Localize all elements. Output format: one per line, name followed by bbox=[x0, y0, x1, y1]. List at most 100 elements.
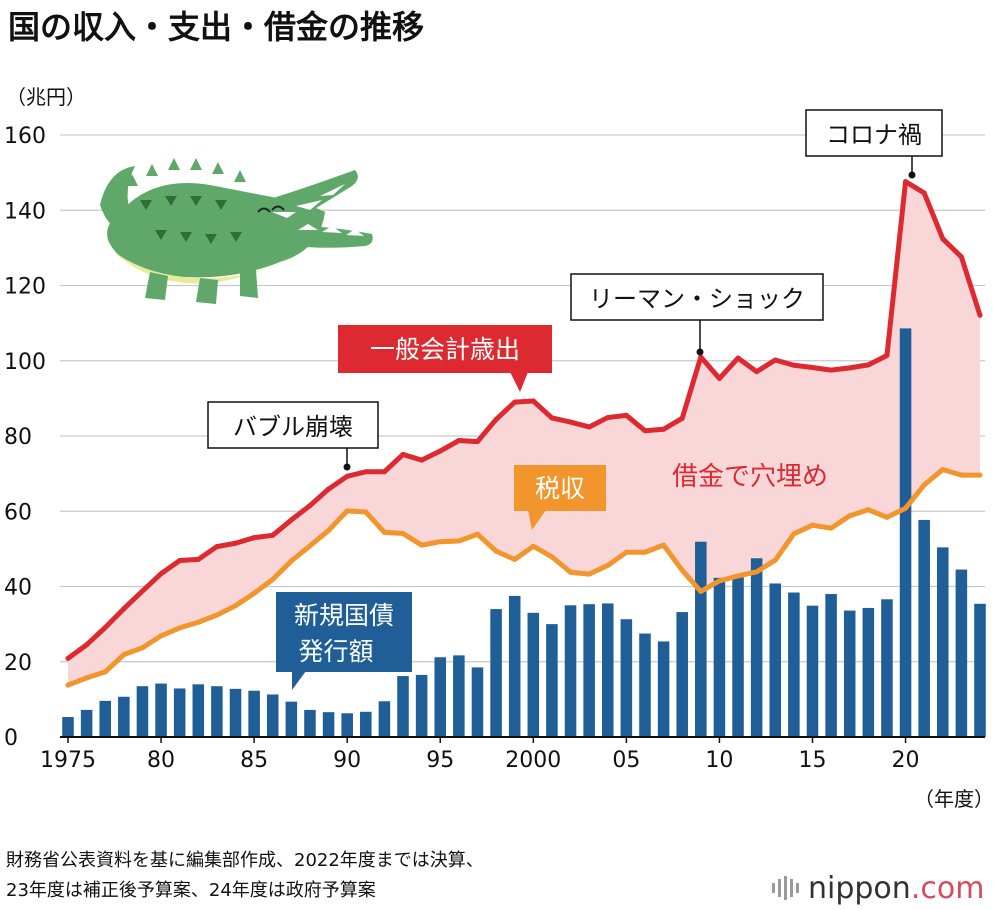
y-tick-label-0: 0 bbox=[4, 726, 18, 751]
tax-point-1995 bbox=[437, 539, 443, 545]
expenditure-point-2001 bbox=[549, 415, 555, 421]
bond-bar-1993 bbox=[397, 676, 409, 737]
tax-point-1979 bbox=[139, 645, 145, 651]
tax-point-2021 bbox=[921, 482, 927, 488]
expenditure-point-2000 bbox=[530, 398, 536, 404]
callout-bonds-box bbox=[276, 592, 412, 672]
annotation-lehman: リーマン・ショック bbox=[570, 273, 824, 356]
expenditure-point-1982 bbox=[195, 556, 201, 562]
bond-bar-1992 bbox=[378, 701, 391, 737]
tax-point-2022 bbox=[940, 466, 946, 472]
bond-bar-1976 bbox=[80, 709, 93, 737]
expenditure-point-1994 bbox=[419, 457, 425, 463]
tax-point-1981 bbox=[177, 625, 183, 631]
bond-bar-2001 bbox=[546, 624, 558, 737]
callout-tax-label: 税収 bbox=[535, 474, 585, 503]
bond-bar-2017 bbox=[843, 610, 856, 737]
bond-bar-2020 bbox=[899, 328, 912, 737]
expenditure-point-1995 bbox=[437, 448, 443, 454]
x-tick-label-2000: 2000 bbox=[505, 748, 561, 773]
bond-bar-1978 bbox=[118, 696, 130, 737]
expenditure-point-1992 bbox=[381, 469, 387, 475]
x-tick-label-2005: 05 bbox=[612, 748, 640, 773]
y-tick-label-60: 60 bbox=[4, 500, 32, 525]
tax-point-2004 bbox=[605, 562, 611, 568]
tax-point-2012 bbox=[754, 569, 760, 575]
tax-point-1977 bbox=[102, 669, 108, 675]
expenditure-point-2002 bbox=[568, 419, 574, 425]
tax-point-2009 bbox=[698, 588, 704, 594]
bond-bar-2019 bbox=[881, 599, 893, 737]
bond-bar-1986 bbox=[266, 694, 279, 737]
logo-name: nippon bbox=[808, 871, 911, 906]
gap-label: 借金で穴埋め bbox=[672, 462, 828, 492]
tax-point-2003 bbox=[586, 571, 592, 577]
expenditure-point-2016 bbox=[828, 367, 834, 373]
y-tick-label-120: 120 bbox=[4, 275, 46, 300]
tax-point-2010 bbox=[716, 578, 722, 584]
expenditure-point-1991 bbox=[363, 469, 369, 475]
tax-point-1991 bbox=[363, 509, 369, 515]
x-tick-label-2020: 20 bbox=[892, 748, 920, 773]
tax-point-2006 bbox=[642, 549, 648, 555]
y-tick-label-140: 140 bbox=[4, 199, 46, 224]
expenditure-point-1978 bbox=[121, 606, 127, 612]
expenditure-point-1998 bbox=[493, 416, 499, 422]
tax-point-2002 bbox=[568, 569, 574, 575]
footnote-line-2: 23年度は補正後予算案、24年度は政府予算案 bbox=[6, 880, 376, 901]
expenditure-point-1975 bbox=[65, 655, 71, 661]
bond-bar-1995 bbox=[434, 657, 447, 737]
bond-bar-1996 bbox=[453, 655, 465, 737]
expenditure-point-2021 bbox=[921, 190, 927, 196]
tax-point-1986 bbox=[270, 576, 276, 582]
annotation-corona: コロナ禍 bbox=[805, 109, 943, 179]
callout-bonds-label-1: 新規国債 bbox=[294, 601, 394, 630]
y-tick-label-160: 160 bbox=[4, 124, 46, 149]
annotation-lehman-label: リーマン・ショック bbox=[589, 285, 805, 313]
bond-bar-2009 bbox=[695, 541, 707, 737]
svg-text:nippon.com: nippon.com bbox=[808, 871, 984, 906]
callout-tax: 税収 bbox=[514, 465, 606, 530]
tax-point-2020 bbox=[903, 505, 909, 511]
expenditure-point-1980 bbox=[158, 571, 164, 577]
expenditure-point-1986 bbox=[270, 532, 276, 538]
expenditure-point-1983 bbox=[214, 544, 220, 550]
bond-bar-2002 bbox=[564, 605, 577, 737]
bond-bar-1979 bbox=[136, 686, 149, 737]
expenditure-line bbox=[65, 179, 983, 661]
expenditure-point-2007 bbox=[661, 426, 667, 432]
expenditure-point-2006 bbox=[642, 428, 648, 434]
bond-bar-1975 bbox=[62, 717, 74, 737]
bond-bar-2003 bbox=[583, 604, 595, 737]
bond-issuance-bars bbox=[62, 328, 986, 737]
crocodile-illustration bbox=[100, 158, 373, 304]
bond-bar-2004 bbox=[601, 603, 614, 737]
tax-point-2015 bbox=[809, 522, 815, 528]
tax-point-1988 bbox=[307, 543, 313, 549]
expenditure-point-2013 bbox=[772, 357, 778, 363]
bond-bar-1990 bbox=[341, 713, 353, 737]
tax-point-2000 bbox=[530, 543, 536, 549]
expenditure-point-2020 bbox=[903, 179, 909, 185]
tax-point-2018 bbox=[865, 507, 871, 513]
bond-bar-2010 bbox=[713, 577, 726, 737]
annotation-corona-label: コロナ禍 bbox=[826, 121, 922, 149]
tax-point-1994 bbox=[419, 542, 425, 548]
bond-bar-1991 bbox=[360, 711, 372, 737]
bond-bar-1987 bbox=[285, 701, 298, 737]
annotation-bubble: バブル崩壊 bbox=[207, 401, 379, 471]
x-tick-label-1985: 85 bbox=[240, 748, 268, 773]
tax-point-2014 bbox=[791, 531, 797, 537]
tax-point-2016 bbox=[828, 525, 834, 531]
bond-bar-1982 bbox=[192, 684, 205, 737]
callout-expenditure: 一般会計歳出 bbox=[338, 325, 552, 392]
bond-bar-1999 bbox=[508, 595, 521, 737]
y-tick-label-20: 20 bbox=[4, 651, 32, 676]
tax-point-1983 bbox=[214, 612, 220, 618]
bond-bar-1977 bbox=[99, 700, 111, 737]
x-unit-label: （年度） bbox=[914, 787, 994, 811]
expenditure-point-1990 bbox=[344, 473, 350, 479]
tax-point-2023 bbox=[958, 472, 964, 478]
expenditure-point-1987 bbox=[288, 517, 294, 523]
tax-point-1992 bbox=[381, 529, 387, 535]
